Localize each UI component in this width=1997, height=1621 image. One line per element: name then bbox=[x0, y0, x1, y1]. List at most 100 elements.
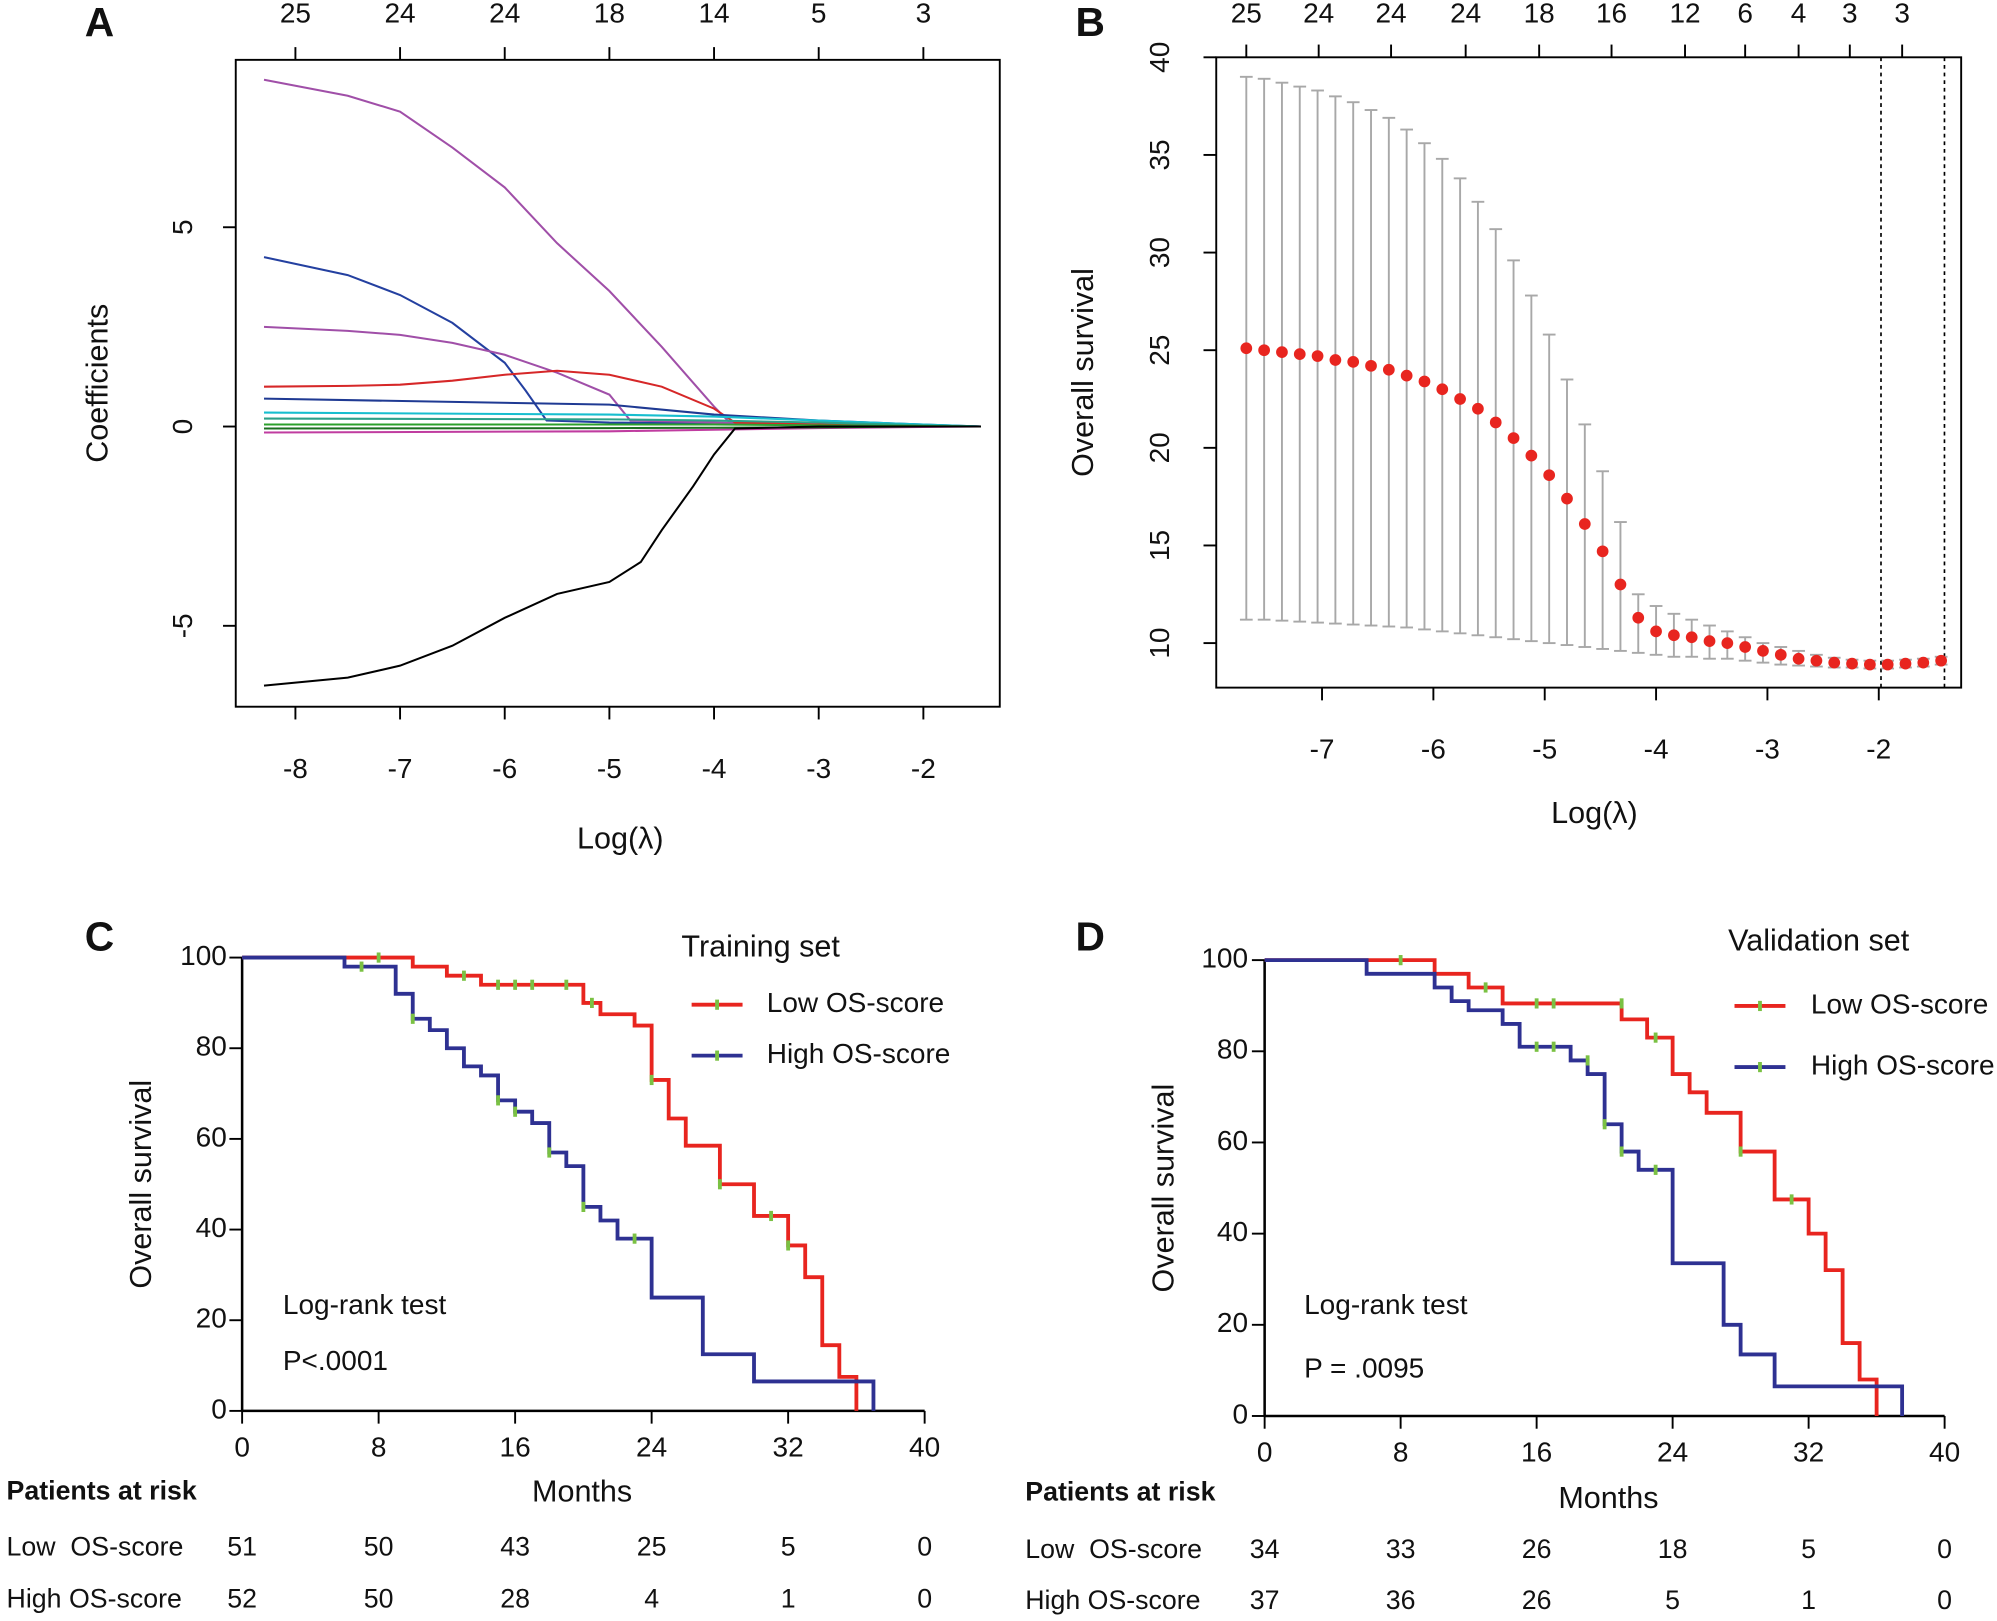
y-axis-label: Overall survival bbox=[1066, 268, 1100, 477]
y-tick-label: 20 bbox=[1217, 1307, 1248, 1338]
survival-curve bbox=[1264, 958, 1905, 1416]
y-tick-label: 100 bbox=[1201, 943, 1248, 974]
y-axis-label: Coefficients bbox=[81, 304, 115, 463]
x-axis-label: Months bbox=[1558, 1481, 1658, 1515]
y-tick-label: 20 bbox=[1144, 432, 1175, 463]
legend-label: High OS-score bbox=[1811, 1049, 1995, 1080]
panel-label: A bbox=[85, 0, 114, 45]
mean-point bbox=[1632, 611, 1645, 624]
y-axis-label: Overall survival bbox=[124, 1080, 158, 1289]
mean-point bbox=[1650, 625, 1662, 638]
y-tick-label: 40 bbox=[1217, 1216, 1248, 1247]
x-tick-label: -2 bbox=[911, 753, 936, 784]
mean-point bbox=[1543, 469, 1556, 482]
mean-point bbox=[1240, 342, 1253, 355]
risk-count: 18 bbox=[1658, 1534, 1688, 1564]
top-tick-label: 25 bbox=[280, 0, 311, 29]
mean-point bbox=[1489, 416, 1502, 429]
risk-count: 43 bbox=[500, 1531, 530, 1561]
y-tick-label: 100 bbox=[180, 940, 227, 971]
legend-label: High OS-score bbox=[767, 1038, 951, 1069]
x-axis-label: Log(λ) bbox=[577, 822, 664, 856]
y-tick-label: -5 bbox=[167, 613, 198, 638]
mean-point bbox=[1881, 658, 1894, 671]
mean-point bbox=[1774, 648, 1787, 661]
risk-count: 50 bbox=[364, 1531, 394, 1561]
top-tick-label: 24 bbox=[1303, 0, 1334, 29]
mean-point bbox=[1899, 657, 1912, 670]
risk-count: 0 bbox=[917, 1531, 932, 1561]
risk-count: 28 bbox=[500, 1584, 530, 1614]
x-tick-label: -4 bbox=[1644, 734, 1669, 765]
panel-label: C bbox=[85, 914, 114, 960]
mean-point bbox=[1329, 354, 1342, 366]
risk-table-title: Patients at risk bbox=[7, 1475, 197, 1505]
x-tick-label: 0 bbox=[1257, 1437, 1273, 1468]
mean-point bbox=[1436, 383, 1449, 396]
x-tick-label: 32 bbox=[1793, 1437, 1824, 1468]
risk-count: 5 bbox=[1801, 1534, 1816, 1564]
mean-point bbox=[1276, 346, 1288, 359]
panel: A -8 -7 -6 -5 -4 -3 -2 -5 0 5 25 24 24 18 14 5 3 Log(λ) Coe… bbox=[81, 0, 1001, 856]
panel: B -7 -6 -5 -4 -3 -2 10 15 20 25 30 35 40 25 24 24 24 18 16 1… bbox=[1066, 0, 1963, 830]
legend-label: Low OS-score bbox=[1811, 988, 1988, 1019]
top-tick-label: 3 bbox=[1894, 0, 1910, 29]
mean-point bbox=[1472, 402, 1484, 415]
y-tick-label: 15 bbox=[1144, 530, 1175, 561]
risk-count: 37 bbox=[1250, 1585, 1280, 1615]
mean-point bbox=[1365, 359, 1377, 372]
plot-frame bbox=[1215, 56, 1963, 689]
mean-point bbox=[1347, 356, 1360, 368]
survival-curve bbox=[1264, 958, 1879, 1416]
top-tick-label: 25 bbox=[1231, 0, 1262, 29]
top-tick-label: 3 bbox=[1842, 0, 1858, 29]
panel-label: B bbox=[1075, 0, 1104, 45]
risk-count: 50 bbox=[364, 1584, 394, 1614]
mean-point bbox=[1578, 518, 1591, 530]
mean-point bbox=[1721, 637, 1734, 649]
mean-point bbox=[1757, 645, 1769, 657]
risk-count: 5 bbox=[781, 1531, 796, 1561]
risk-count: 33 bbox=[1386, 1534, 1416, 1564]
plot-frame bbox=[234, 58, 1001, 708]
x-tick-label: -5 bbox=[597, 753, 622, 784]
x-tick-label: -2 bbox=[1866, 734, 1891, 765]
x-tick-label: -7 bbox=[388, 753, 413, 784]
top-tick-label: 16 bbox=[1596, 0, 1627, 29]
risk-row-label: High OS-score bbox=[1025, 1585, 1200, 1615]
x-tick-label: 24 bbox=[636, 1432, 667, 1463]
annotation: Log-rank test bbox=[1304, 1289, 1468, 1320]
risk-count: 4 bbox=[644, 1584, 659, 1614]
y-tick-label: 30 bbox=[1144, 237, 1175, 268]
annotation: P = .0095 bbox=[1304, 1353, 1424, 1384]
mean-point bbox=[1792, 652, 1805, 665]
x-tick-label: -7 bbox=[1310, 734, 1335, 765]
y-tick-label: 80 bbox=[196, 1031, 227, 1062]
y-tick-label: 40 bbox=[196, 1212, 227, 1243]
y-tick-label: 40 bbox=[1144, 42, 1175, 73]
risk-count: 52 bbox=[227, 1584, 257, 1614]
risk-row-label: High OS-score bbox=[7, 1584, 182, 1614]
top-tick-label: 24 bbox=[384, 0, 415, 29]
risk-count: 34 bbox=[1250, 1534, 1280, 1564]
annotation: P<.0001 bbox=[283, 1345, 388, 1376]
coefficient-path bbox=[263, 425, 981, 687]
mean-point bbox=[1685, 631, 1698, 644]
panel-label: D bbox=[1075, 914, 1104, 960]
mean-point bbox=[1828, 656, 1841, 669]
x-tick-label: 24 bbox=[1657, 1437, 1688, 1468]
x-tick-label: 40 bbox=[909, 1432, 940, 1463]
x-tick-label: -4 bbox=[702, 753, 727, 784]
risk-count: 0 bbox=[1937, 1585, 1952, 1615]
y-tick-label: 0 bbox=[211, 1393, 227, 1424]
risk-row-label: Low OS-score bbox=[1025, 1534, 1202, 1564]
top-tick-label: 18 bbox=[594, 0, 625, 29]
y-tick-label: 25 bbox=[1144, 335, 1175, 366]
survival-curve bbox=[242, 955, 859, 1411]
x-tick-label: 8 bbox=[1393, 1437, 1409, 1468]
y-tick-label: 0 bbox=[167, 419, 198, 435]
risk-table-title: Patients at risk bbox=[1025, 1477, 1215, 1507]
